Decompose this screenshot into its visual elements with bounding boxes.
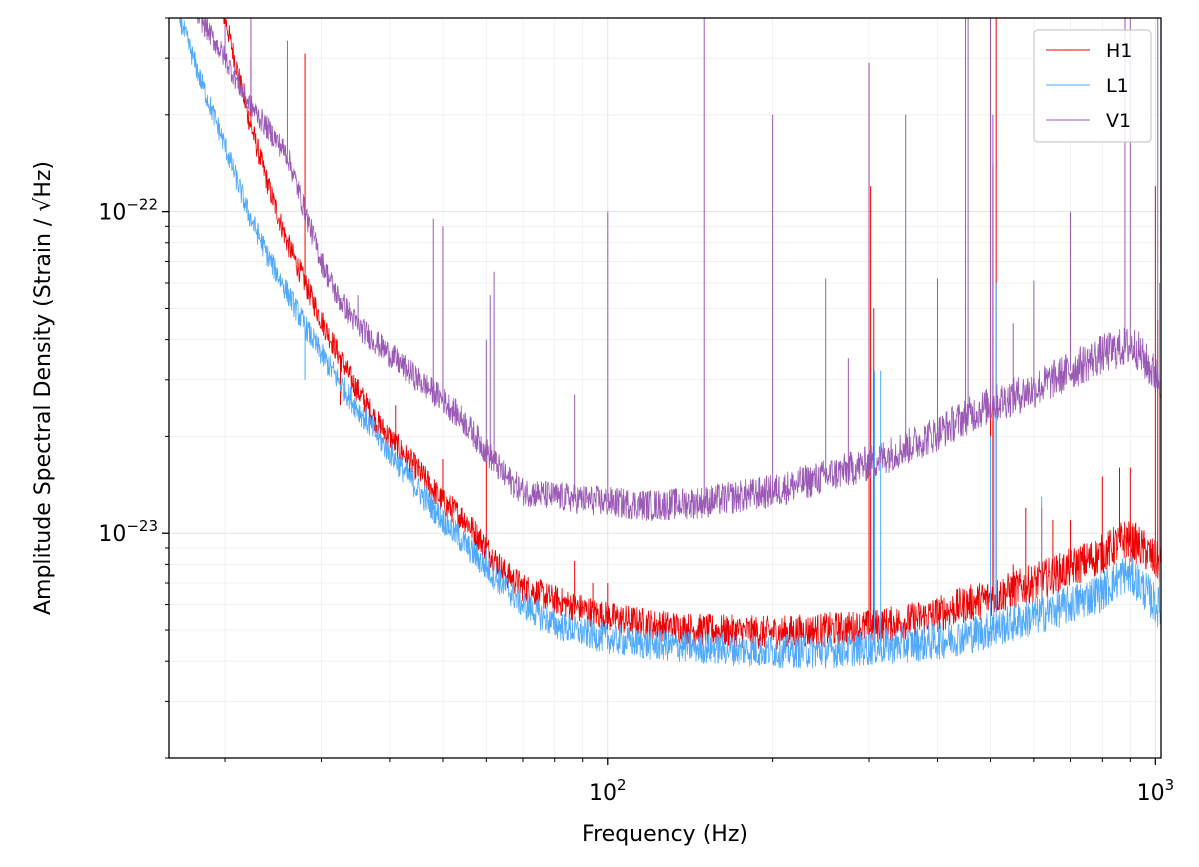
legend-label-h1: H1 — [1106, 40, 1132, 62]
series-line-l1 — [179, 18, 1161, 669]
legend-label-l1: L1 — [1106, 75, 1129, 97]
y-axis-label: Amplitude Spectral Density (Strain / √Hz… — [31, 161, 56, 615]
legend-box — [1033, 29, 1152, 143]
x-axis-label: Frequency (Hz) — [582, 822, 748, 847]
series-layer — [179, 18, 1161, 669]
plot-frame — [168, 17, 1162, 759]
x-tick-label-100: 102 — [589, 776, 627, 806]
ticks — [162, 17, 1157, 765]
series-line-v1 — [197, 18, 1161, 522]
y-tick-label-1e-22: 10−22 — [98, 196, 158, 226]
x-tick-label-1000: 103 — [1137, 776, 1175, 806]
y-tick-label-1e-23: 10−23 — [98, 517, 158, 547]
legend-label-v1: V1 — [1106, 110, 1131, 132]
legend: H1 L1 V1 — [1033, 29, 1152, 143]
